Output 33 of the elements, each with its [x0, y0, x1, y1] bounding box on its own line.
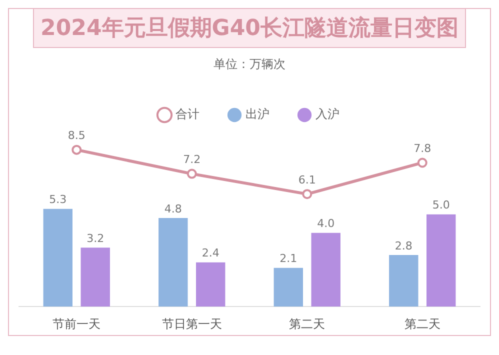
x-tick-label: 第二天 [404, 316, 440, 331]
data-label: 2.8 [394, 239, 412, 252]
bar [196, 262, 226, 307]
legend-label: 入沪 [316, 107, 340, 122]
chart-title: 2024年元旦假期G40长江隧道流量日变图 [33, 9, 466, 48]
data-label: 2.1 [280, 252, 298, 266]
point [72, 144, 82, 155]
point [302, 189, 312, 200]
data-label: 6.1 [298, 173, 316, 186]
data-label: 4.8 [164, 202, 182, 216]
data-label: 3.2 [86, 232, 104, 245]
bar [389, 254, 418, 307]
data-label: 7.8 [414, 142, 432, 156]
bar [274, 268, 304, 307]
bar [80, 248, 110, 307]
legend-label: 出沪 [246, 107, 270, 122]
bar [426, 214, 456, 307]
bar [311, 232, 340, 307]
x-tick-label: 节前一天 [52, 316, 101, 331]
point [417, 158, 428, 168]
data-label: 4.0 [317, 217, 335, 230]
point [186, 168, 197, 179]
data-label: 5.3 [49, 193, 67, 206]
x-tick-label: 第二天 [289, 316, 326, 331]
x-tick-label: 节日第一天 [162, 316, 222, 331]
bar [158, 218, 188, 307]
data-label: 5.0 [432, 198, 450, 212]
data-label: 2.4 [202, 246, 220, 260]
data-label: 7.2 [183, 153, 201, 166]
legend-label: 合计 [176, 107, 200, 122]
bar [43, 208, 73, 307]
chart-subtitle: 单位：万辆次 [212, 56, 286, 73]
data-label: 8.5 [68, 129, 86, 142]
